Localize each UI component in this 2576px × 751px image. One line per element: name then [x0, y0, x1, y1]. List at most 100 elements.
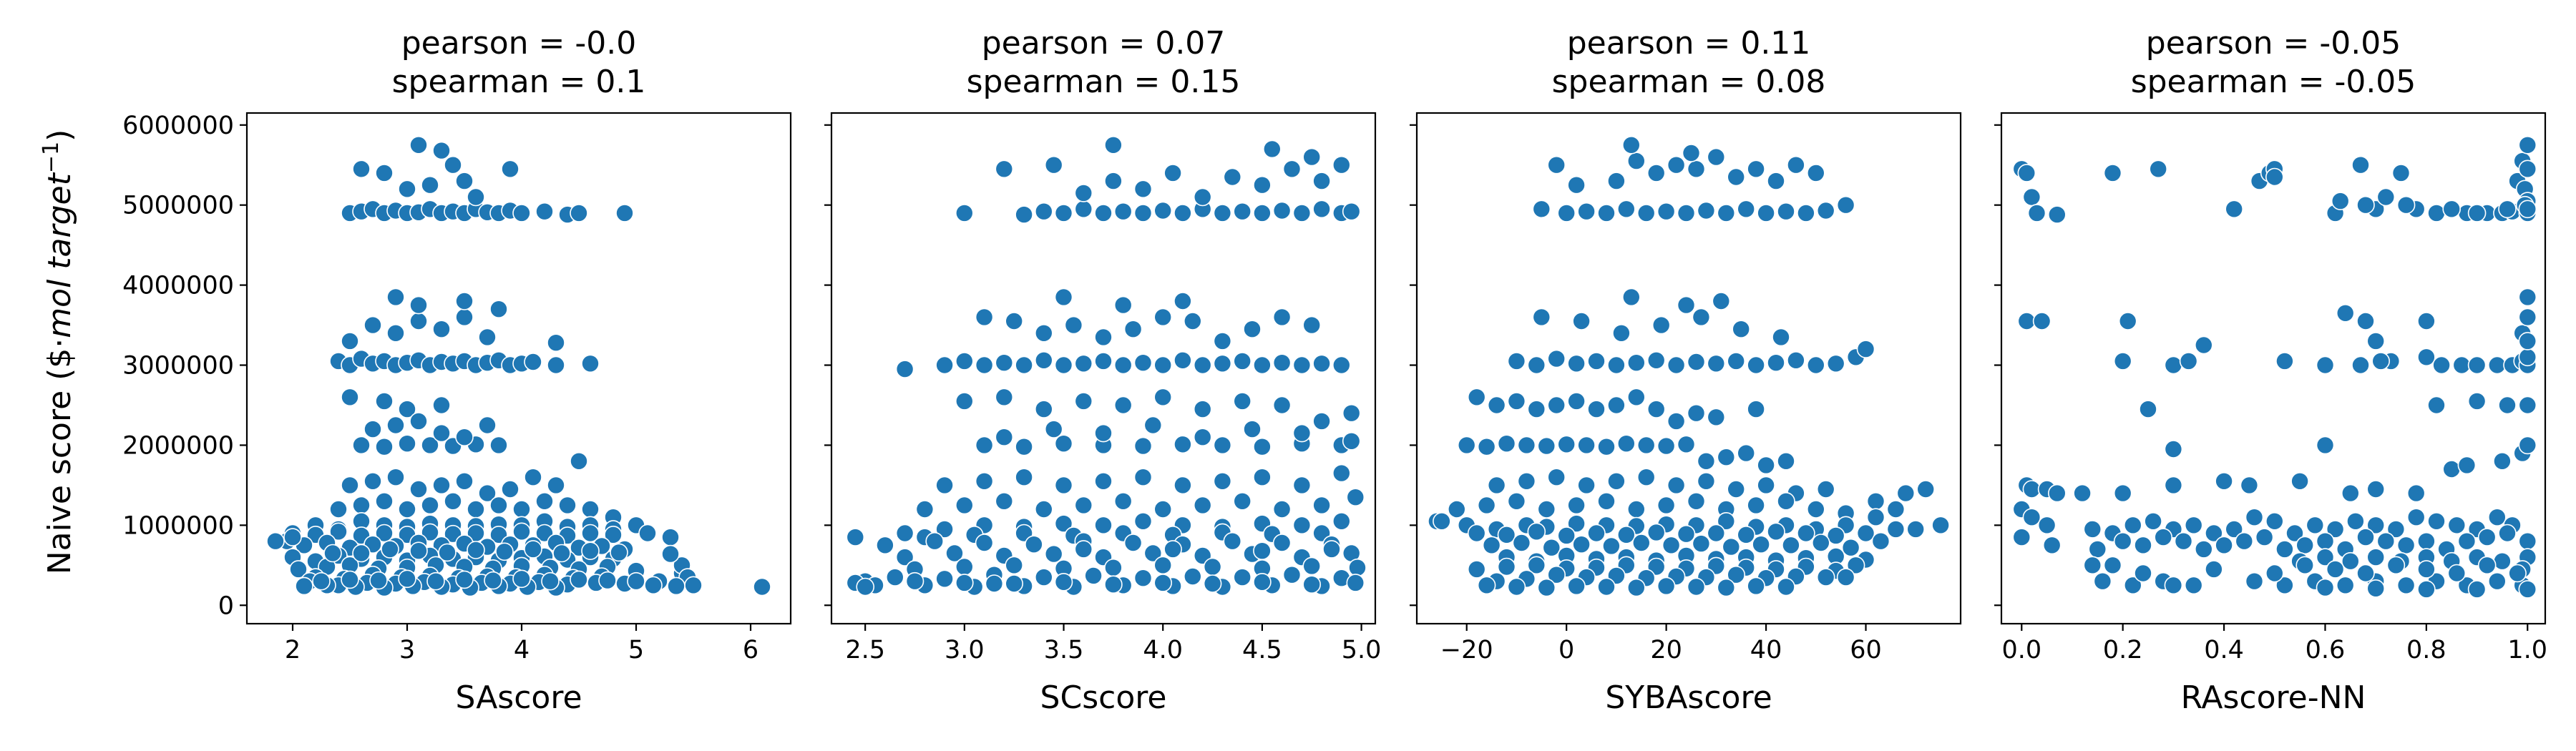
panel-4-point: [2037, 516, 2057, 535]
panel-2-point: [935, 569, 954, 589]
panel-2-point: [935, 520, 954, 539]
panel-2-point: [1084, 566, 1103, 585]
panel-1-point: [547, 355, 565, 375]
panel-4-point: [2518, 200, 2537, 219]
panel-3-title-line-1: pearson = 0.11: [1567, 25, 1811, 62]
panel-4-point: [2017, 164, 2036, 182]
panel-3-point: [1487, 476, 1506, 495]
panel-4-point: [2215, 536, 2233, 555]
panel-4-point: [2467, 355, 2487, 375]
panel-4-point: [2306, 516, 2325, 535]
panel-3-point: [1602, 536, 1621, 556]
panel-2-point: [1104, 558, 1123, 577]
panel-3-point: [1607, 396, 1626, 415]
panel-4-point: [2366, 332, 2385, 350]
panel-2-point: [1233, 568, 1252, 586]
panel-4-point: [2296, 556, 2314, 575]
panel-3-point: [1627, 152, 1646, 170]
panel-4-point: [2012, 528, 2031, 546]
panel-2-point: [995, 159, 1014, 179]
panel-2-point: [1113, 295, 1133, 315]
y-axis-label-part-1: Naive score ($: [42, 348, 78, 575]
panel-3-point: [1687, 353, 1706, 371]
panel-4-point: [2493, 551, 2512, 571]
panel-3-point: [1433, 511, 1451, 531]
panel-2-point: [935, 476, 954, 495]
panel-4-point: [2225, 200, 2243, 219]
panel-2-point: [1292, 355, 1312, 375]
panel-2-point: [925, 531, 944, 551]
panel-4-point: [2518, 308, 2537, 327]
panel-4-point: [2366, 548, 2385, 566]
panel-1-point: [581, 354, 600, 373]
panel-3-point: [1697, 471, 1716, 491]
panel-3-point: [1717, 578, 1736, 597]
panel-2-point: [975, 436, 994, 455]
panel-1-point: [341, 388, 359, 407]
panel-2-point: [1054, 476, 1073, 495]
panel-2-point: [1174, 350, 1192, 370]
y-axis-label: Naive score ($·mol target−1): [39, 129, 79, 575]
panel-4-point: [2113, 484, 2132, 503]
panel-2-point: [1346, 574, 1365, 592]
panel-2-point: [1272, 308, 1292, 327]
panel-1-point: [598, 571, 617, 590]
panel-3-point: [1657, 576, 1676, 596]
panel-2-title-line-1: pearson = 0.07: [982, 25, 1226, 62]
panel-2-point: [975, 534, 994, 552]
panel-3-point: [1797, 204, 1815, 222]
panel-3-point: [1677, 295, 1696, 315]
panel-1-point: [386, 468, 405, 487]
panel-1-point: [364, 471, 382, 491]
panel-3-x-tick-label: 60: [1850, 636, 1882, 664]
panel-2-point: [1302, 575, 1321, 594]
panel-3-point: [1577, 436, 1596, 455]
panel-4-point: [2164, 355, 2183, 375]
panel-1-point: [432, 396, 451, 415]
panel-1-point: [432, 476, 451, 495]
panel-2-point: [1044, 420, 1063, 438]
panel-1-point: [570, 204, 588, 222]
y-axis-label-part-2: ·: [42, 338, 78, 348]
panel-4-point: [2488, 571, 2507, 591]
panel-2-point: [1054, 204, 1073, 222]
panel-2-x-axis-label: SCscore: [1040, 679, 1167, 716]
panel-3-title-line-2: spearman = 0.08: [1552, 64, 1826, 100]
panel-2-title-line-2: spearman = 0.15: [967, 64, 1241, 100]
panel-3-point: [1697, 451, 1716, 471]
panel-2-point: [1153, 355, 1172, 375]
panel-3-point: [1757, 456, 1775, 475]
panel-3-point: [1646, 523, 1666, 542]
panel-3-point: [1622, 288, 1641, 307]
panel-2-point: [895, 360, 914, 378]
panel-2-point: [1094, 423, 1113, 443]
panel-3-point: [1697, 201, 1716, 220]
panel-1-point: [638, 524, 657, 543]
panel-3-point: [1856, 340, 1875, 358]
panel-3-point: [1547, 155, 1566, 175]
panel-1-point: [501, 159, 519, 179]
panel-3-point: [1542, 538, 1561, 557]
panel-2-point: [1094, 204, 1113, 222]
panel-1-point: [467, 187, 485, 207]
panel-1-point: [341, 476, 359, 495]
panel-1-point: [375, 164, 394, 182]
panel-2-point: [895, 524, 914, 543]
panel-3-point: [1662, 536, 1681, 555]
panel-2-point: [995, 428, 1014, 447]
panel-1-point: [375, 392, 394, 411]
panel-2-point: [1253, 541, 1272, 561]
panel-2-point: [1346, 488, 1365, 507]
panel-1-point: [541, 571, 560, 591]
panel-4-point: [2396, 536, 2416, 555]
panel-4-x-tick-label: 1.0: [2507, 636, 2547, 664]
panel-2-point: [1094, 516, 1113, 535]
panel-2-point: [1282, 159, 1302, 179]
panel-2-point: [1213, 436, 1232, 455]
panel-4-point: [2093, 571, 2112, 591]
panel-3-point: [1737, 200, 1755, 219]
panel-2-point: [1193, 496, 1212, 515]
panel-2-point: [1302, 147, 1321, 167]
panel-3-point: [1727, 565, 1745, 584]
